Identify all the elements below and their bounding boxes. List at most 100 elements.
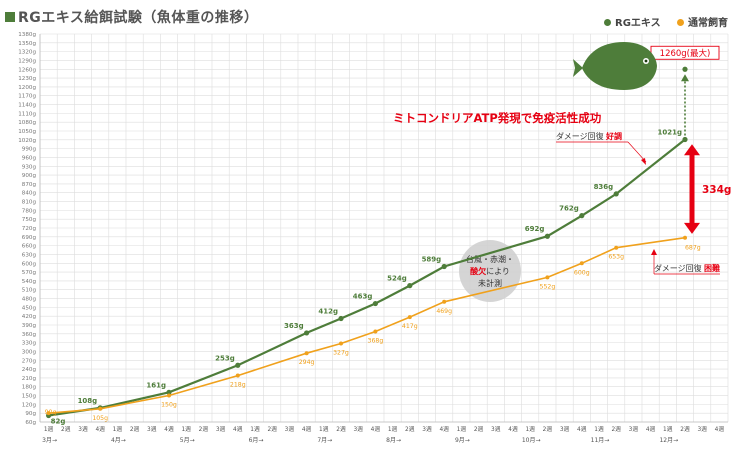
normal-data-label: 90g [45,409,57,416]
y-tick-label: 810g [22,200,37,206]
difference-arrowhead-down [684,222,700,234]
normal-point [683,235,687,240]
x-tick-week-label: 1週 [181,425,191,433]
x-tick-month-label: 3月→ [42,437,57,444]
normal-point [579,261,584,266]
y-tick-label: 450g [22,305,37,311]
y-tick-label: 210g [22,376,37,382]
x-tick-week-label: 1週 [663,425,673,433]
normal-point [373,329,378,334]
storm-text-line1: 台風・赤潮・ [466,254,514,264]
x-tick-week-label: 2週 [405,425,415,433]
x-tick-week-label: 4週 [233,425,243,433]
y-tick-label: 1140g [18,103,36,109]
x-tick-month-label: 6月→ [249,437,264,444]
normal-point [545,275,550,280]
y-tick-label: 240g [22,367,37,373]
normal-data-label: 469g [436,308,452,315]
y-tick-label: 870g [22,182,37,188]
x-tick-month-label: 12月→ [659,437,678,444]
x-tick-month-label: 11月→ [591,437,610,444]
title-marker [5,12,15,22]
normal-data-label: 105g [92,415,108,422]
legend-item-normal: 通常飼育 [677,14,728,29]
storm-text-line2: 酸欠により [470,266,510,276]
y-tick-label: 1110g [18,111,36,117]
normal-data-label: 218g [230,382,246,389]
difference-arrow-shaft [689,153,695,225]
normal-point [407,315,412,320]
damage-good-label: ダメージ回復 [556,131,604,141]
legend-label-normal: 通常飼育 [688,18,728,29]
x-tick-week-label: 3週 [697,425,707,433]
normal-data-label: 417g [402,323,418,330]
storm-text-line3: 未計測 [478,278,502,288]
y-tick-label: 1170g [18,94,36,100]
x-tick-week-label: 3週 [216,425,226,433]
x-tick-week-label: 4週 [715,425,725,433]
x-tick-week-label: 2週 [680,425,690,433]
rg-max-point [682,66,688,72]
y-tick-label: 120g [22,402,37,408]
normal-data-label: 368g [368,337,384,344]
rg-data-label: 463g [353,293,373,301]
rg-data-label: 762g [559,205,579,213]
y-tick-label: 1380g [18,32,36,38]
rg-point [338,315,344,322]
rg-data-label: 1021g [658,129,683,137]
y-tick-label: 690g [22,235,37,241]
storm-red-word: 酸欠 [470,266,486,276]
x-tick-week-label: 3週 [491,425,501,433]
x-tick-week-label: 1週 [113,425,123,433]
rg-projection-arrowhead [681,74,689,82]
storm-rest-word: により [486,267,510,276]
rg-data-label: 589g [422,256,442,264]
rg-point [682,136,688,143]
normal-point [614,245,619,250]
damage-bad-label: ダメージ回復 [654,263,702,273]
x-tick-week-label: 2週 [543,425,553,433]
x-tick-week-label: 3週 [422,425,432,433]
x-tick-month-label: 10月→ [522,437,541,444]
legend-dot-normal [677,19,684,26]
y-tick-label: 150g [22,394,37,400]
rg-data-label: 412g [318,308,338,316]
normal-point [167,393,171,398]
x-tick-week-label: 4週 [302,425,312,433]
y-tick-label: 420g [22,314,37,320]
rg-point [441,263,447,270]
damage-good-word: 好調 [605,131,622,141]
x-tick-week-label: 4週 [577,425,587,433]
normal-data-label: 653g [608,254,624,261]
x-tick-week-label: 3週 [560,425,570,433]
normal-point [235,373,240,378]
y-tick-label: 660g [22,244,37,250]
rg-data-label: 692g [525,225,545,233]
x-tick-week-label: 3週 [285,425,295,433]
legend-item-rg: RGエキス [604,14,661,29]
y-tick-label: 90g [25,411,36,417]
rg-data-label: 363g [284,322,304,330]
y-tick-label: 1230g [18,76,36,82]
normal-point [339,341,343,346]
y-tick-label: 540g [22,279,37,285]
x-tick-month-label: 8月→ [386,437,401,444]
normal-data-label: 150g [161,402,177,409]
max-label: 1260g(最大) [660,48,711,59]
x-tick-month-label: 4月→ [111,437,126,444]
y-tick-label: 1080g [18,120,36,126]
x-tick-week-label: 2週 [130,425,140,433]
y-tick-label: 480g [22,297,37,303]
rg-point [544,233,551,239]
difference-label: 334g [702,184,731,196]
x-tick-week-label: 1週 [44,425,54,433]
fish-tail-icon [573,59,583,77]
rg-point [579,213,585,219]
y-tick-label: 930g [22,164,37,170]
x-tick-week-label: 3週 [147,425,157,433]
normal-point [98,406,103,411]
headline-text: ミトコンドリアATP発現で免疫活性成功 [393,111,602,125]
x-tick-month-label: 5月→ [180,437,195,444]
y-tick-label: 1350g [18,41,36,47]
